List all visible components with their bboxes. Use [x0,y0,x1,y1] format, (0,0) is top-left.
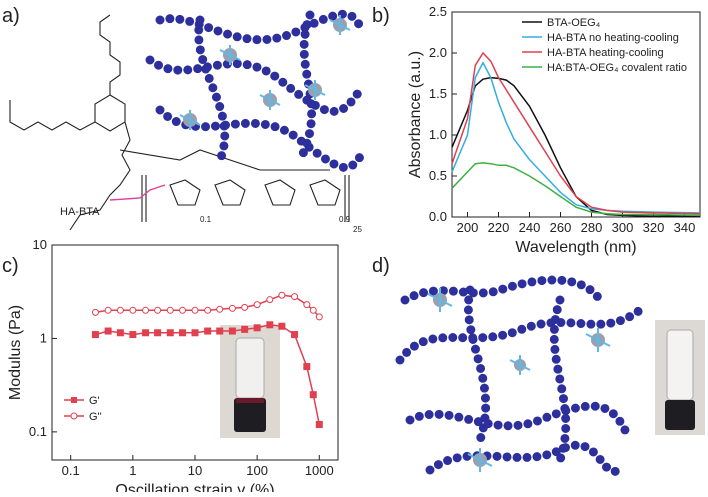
x-tick-label: 260 [550,220,572,235]
data-point [315,420,323,428]
data-point [116,329,124,337]
data-point [142,329,150,337]
data-point [166,306,174,314]
data-point [204,306,212,314]
y-tick-label: 2.0 [429,45,447,60]
y-axis-title: Modulus (Pa) [7,305,24,400]
data-point [303,363,311,371]
x-tick-label: 340 [674,220,696,235]
x-tick-label: 10 [188,463,202,478]
data-point [315,313,323,321]
data-point [116,306,124,314]
data-point [253,301,261,309]
x-tick-label: 220 [488,220,510,235]
subscript: 0.9 [339,215,351,224]
chemical-structure: HA-BTA 0.1 0.9 25 [9,14,362,234]
legend-marker [70,412,78,420]
series-line [451,61,701,214]
legend-marker [71,397,77,403]
x-axis-title: Oscillation strain γ (%) [115,482,274,492]
legend-label: BTA-OEG₄ [547,17,601,29]
x-tick-label: 280 [581,220,603,235]
data-point [241,325,249,333]
y-tick-label: 0.1 [29,424,47,439]
x-tick-label: 300 [612,220,634,235]
vial-photo [220,325,280,438]
subscript: 0.1 [200,215,212,224]
data-point [228,304,236,312]
x-axis-title: Wavelength (nm) [515,239,636,256]
data-point [309,391,317,399]
series-line [451,51,701,215]
data-point [154,306,162,314]
x-tick-label: 100 [246,463,268,478]
x-tick-label: 0.1 [62,463,80,478]
data-point [104,306,112,314]
legend-label: HA-BTA no heating-cooling [547,32,679,44]
network-illustration [145,9,370,172]
data-point [142,306,150,314]
panel-label: c) [2,255,19,277]
y-tick-label: 1.0 [429,127,447,142]
panel-label: a) [2,5,20,27]
data-point [278,322,286,330]
y-tick-label: 1 [40,330,47,345]
data-point [291,293,299,301]
y-tick-label: 2.5 [429,4,447,19]
series-line [451,76,700,217]
legend-label: G' [89,395,100,407]
plot-frame [451,11,701,218]
data-point [191,329,199,337]
y-tick-label: 0.5 [429,168,447,183]
data-point [216,327,224,335]
data-point [204,327,212,335]
data-point [228,327,236,335]
x-tick-label: 320 [643,220,665,235]
data-point [241,303,249,311]
data-point [253,324,261,332]
data-point [129,331,137,339]
data-point [129,306,137,314]
data-point [216,305,224,313]
x-tick-label: 240 [519,220,541,235]
x-tick-label: 1 [129,463,136,478]
y-tick-label: 0.0 [429,209,447,224]
data-point [309,306,317,314]
data-point [104,327,112,335]
plot-frame [51,244,339,461]
legend-label: HA-BTA heating-cooling [547,47,664,59]
data-point [278,291,286,299]
data-point [303,301,311,309]
legend-label: HA:BTA-OEG₄ covalent ratio [547,62,687,74]
data-point [154,329,162,337]
data-point [179,329,187,337]
data-point [266,296,274,304]
subscript: 25 [353,225,362,234]
data-point [91,308,99,316]
panel-label: b) [372,5,390,27]
x-tick-label: 1000 [305,463,334,478]
data-point [179,306,187,314]
data-point [166,329,174,337]
data-point [291,331,299,339]
panel-label: d) [372,255,390,277]
data-point [191,306,199,314]
legend-label: G'' [89,411,102,423]
series-line [95,324,321,425]
hydrogel-illustration [395,275,705,476]
x-tick-label: 200 [457,220,479,235]
data-point [91,331,99,339]
molecule-label: HA-BTA [60,206,100,218]
y-tick-label: 10 [33,237,47,252]
y-tick-label: 1.5 [429,86,447,101]
y-axis-title: Absorbance (a.u.) [407,51,424,178]
series-line [451,162,701,217]
data-point [266,321,274,329]
